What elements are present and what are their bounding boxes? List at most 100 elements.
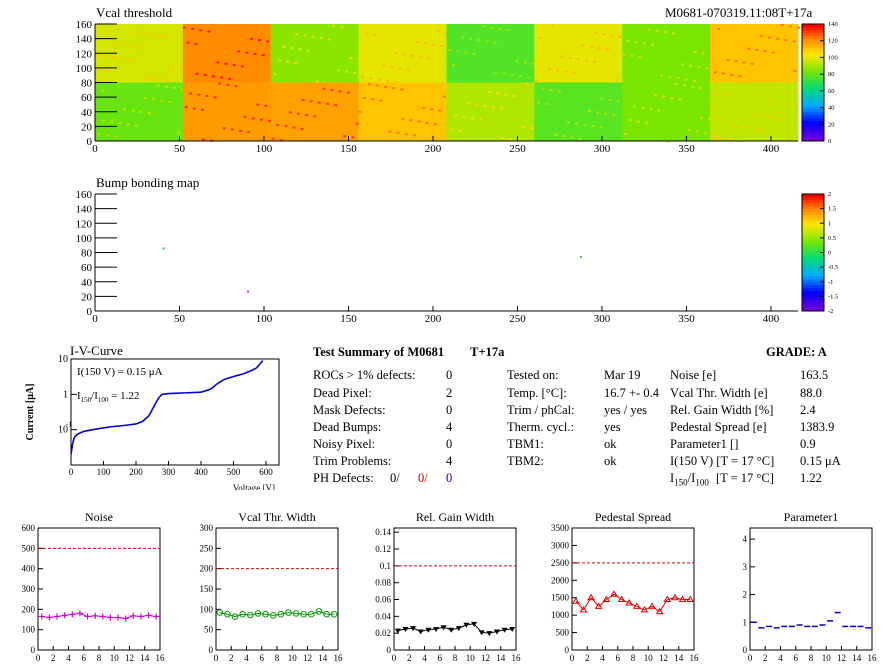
- data-point: [224, 610, 231, 618]
- pixel-speckle: [755, 48, 759, 51]
- pixel-speckle: [750, 62, 754, 65]
- pixel-speckle: [298, 48, 302, 51]
- pixel-speckle: [678, 98, 682, 101]
- pixel-speckle: [657, 109, 661, 112]
- iv-segment: [70, 443, 74, 455]
- pixel-speckle: [551, 24, 555, 27]
- pixel-speckle: [186, 41, 190, 44]
- roc-block: [182, 82, 272, 142]
- x-tick-label: 350: [678, 143, 695, 155]
- pixel-speckle: [608, 98, 612, 101]
- pixel-speckle: [150, 77, 154, 80]
- pixel-speckle: [697, 66, 701, 69]
- x-tick-label: 100: [256, 313, 273, 325]
- right-label-5: I(150 V) [T = 17 °C]: [670, 454, 775, 468]
- palette-cell: [802, 32, 824, 37]
- pixel-speckle: [256, 103, 260, 106]
- iv-y-tick-exponent: -1: [66, 421, 72, 429]
- pixel-speckle: [216, 61, 220, 64]
- palette-cell: [802, 240, 824, 245]
- x-tick-label: 2: [51, 653, 56, 663]
- pixel-speckle: [423, 42, 427, 45]
- palette-cell: [802, 305, 824, 309]
- roc-block: [270, 24, 360, 83]
- bump-bonding-map: 0 50 100 150 200 250 300 350 4000204060801001201…: [76, 189, 839, 325]
- pixel-speckle: [192, 107, 196, 110]
- data-point: [509, 626, 516, 632]
- x-tick-label: 6: [616, 653, 621, 663]
- palette-cell: [802, 293, 824, 297]
- pixel-speckle: [240, 65, 244, 68]
- left-label-1: Dead Pixel:: [313, 386, 372, 400]
- palette-cell: [802, 82, 824, 86]
- pixel-speckle: [258, 39, 262, 42]
- palette-cell: [802, 246, 824, 251]
- pixel-speckle: [475, 103, 479, 106]
- pixel-speckle: [587, 110, 591, 113]
- pixel-speckle: [689, 64, 693, 67]
- pixel-speckle: [483, 104, 487, 107]
- palette-cell: [802, 272, 824, 277]
- right-value-4: 0.9: [800, 437, 816, 451]
- data-point: [46, 614, 53, 621]
- palette-cell: [802, 287, 824, 292]
- data-point: [671, 593, 679, 601]
- pixel-speckle: [153, 33, 157, 36]
- y-tick-label: 0.1: [380, 561, 391, 571]
- pixel-speckle: [358, 110, 362, 113]
- pixel-speckle: [288, 111, 292, 114]
- pixel-speckle: [411, 54, 415, 57]
- pixel-speckle: [450, 128, 454, 131]
- pixel-speckle: [184, 106, 188, 109]
- palette-cell: [802, 249, 824, 253]
- pixel-speckle: [237, 50, 241, 53]
- plot-frame: [37, 527, 161, 651]
- data-point: [38, 613, 45, 620]
- ratio-sub2: 100: [695, 477, 709, 488]
- data-point: [300, 610, 307, 618]
- y-tick-label: 40: [81, 107, 93, 119]
- pixel-speckle: [222, 127, 226, 130]
- pixel-speckle: [264, 104, 268, 107]
- pixel-speckle: [195, 72, 199, 75]
- y-tick-label: 120: [76, 218, 93, 230]
- plot-title: Vcal Thr. Width: [238, 510, 315, 524]
- data-point: [594, 602, 603, 609]
- iv-segment: [258, 360, 264, 365]
- pixel-speckle: [504, 93, 508, 96]
- x-tick-label: 8: [453, 653, 458, 663]
- mid-label-3: Therm. cycl.:: [507, 420, 574, 434]
- iv-y-tick-label: 1: [63, 389, 68, 400]
- pixel-speckle: [404, 133, 408, 136]
- pixel-speckle: [566, 121, 570, 124]
- data-point: [493, 629, 500, 635]
- palette-cell: [802, 50, 824, 54]
- pixel-speckle: [525, 82, 529, 85]
- pixel-speckle: [422, 106, 426, 109]
- pixel-speckle: [271, 137, 275, 140]
- pixel-speckle: [338, 90, 342, 93]
- pixel-speckle: [460, 36, 464, 39]
- pixel-speckle: [139, 110, 143, 113]
- pixel-speckle: [425, 121, 429, 124]
- pixel-speckle: [303, 34, 307, 37]
- x-tick-label: 300: [594, 313, 611, 325]
- plot-title: Parameter1: [784, 510, 839, 524]
- data-point: [648, 602, 656, 609]
- series-segment: [257, 612, 266, 615]
- iv-segment: [249, 367, 257, 372]
- pixel-speckle: [385, 79, 389, 82]
- pixel-speckle: [243, 116, 247, 119]
- series-segment: [273, 613, 281, 616]
- palette-tick-label: 1.5: [828, 206, 836, 213]
- palette-cell: [802, 67, 824, 72]
- pixel-speckle: [681, 63, 685, 66]
- pixel-speckle: [451, 64, 455, 67]
- palette-cell: [802, 217, 824, 221]
- pixel-speckle: [730, 73, 734, 76]
- pixel-speckle: [218, 82, 222, 85]
- pixel-speckle: [494, 71, 498, 74]
- pixel-speckle: [351, 136, 355, 139]
- pixel-speckle: [120, 57, 124, 60]
- mid-value-2: yes / yes: [604, 403, 648, 417]
